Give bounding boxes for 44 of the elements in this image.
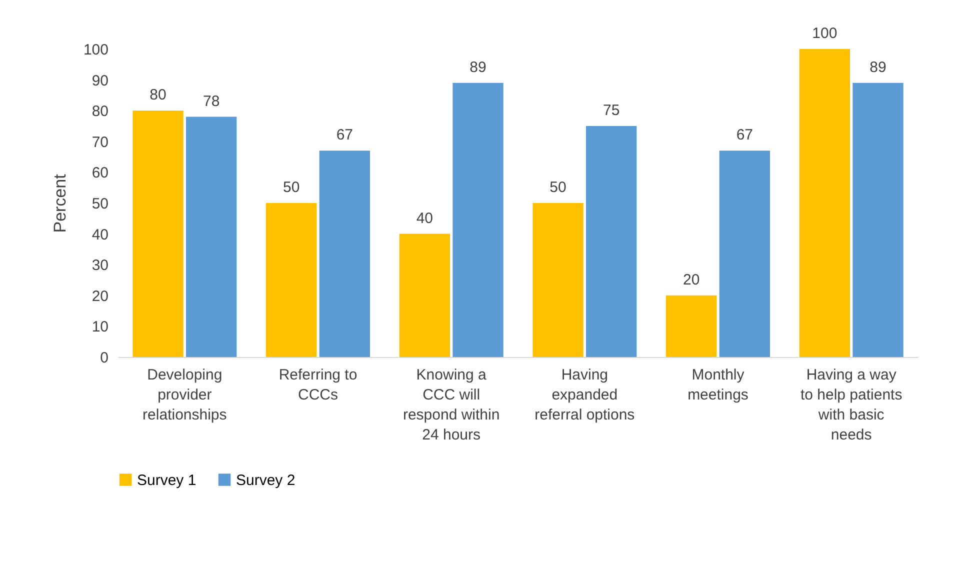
bar [852,82,904,357]
y-tick-label: 80 [92,103,108,120]
bar [132,110,184,357]
bar [319,150,370,357]
y-tick-label: 50 [92,196,108,212]
data-label: 80 [150,86,166,104]
y-tick-label: 20 [92,288,108,305]
data-label: 20 [682,271,700,288]
data-label: 40 [416,210,434,227]
legend-label: Survey 2 [236,472,296,489]
bar [586,126,637,357]
data-label: 50 [282,179,300,196]
x-tick-label: Having expanded referral options [534,366,635,424]
y-tick-label: 30 [92,257,108,274]
y-axis-title: Percent [50,174,70,233]
data-label: 89 [870,58,886,76]
x-tick-label: Having a way to help patients with basic needs [800,366,902,444]
legend-label: Survey 1 [137,472,196,489]
bar [799,49,850,357]
bar [452,82,504,357]
y-tick-label: 70 [92,134,108,151]
y-tick-label: 0 [100,350,108,366]
x-tick-label: Monthly meetings [688,366,748,404]
y-tick-label: 60 [92,164,108,182]
y-tick-label: 40 [92,226,108,244]
data-label: 50 [550,179,566,196]
y-tick-label: 100 [83,42,108,58]
data-label: 89 [470,58,486,76]
y-tick-label: 10 [92,318,108,336]
data-label: 67 [736,126,754,144]
data-label: 75 [602,102,620,119]
data-label: 100 [812,25,838,42]
data-label: 67 [336,126,354,144]
data-label: 78 [202,92,220,110]
y-tick-label: 90 [92,72,108,90]
bar [719,150,770,357]
x-tick-label: Referring to CCCs [278,366,358,404]
bar [399,234,450,357]
bar [666,295,717,357]
bar [532,203,584,357]
bar [186,116,237,357]
x-tick-label: Knowing a CCC will respond within 24 hours [402,366,500,444]
x-tick-label: Developing provider relationships [142,366,227,424]
bar [266,203,317,357]
